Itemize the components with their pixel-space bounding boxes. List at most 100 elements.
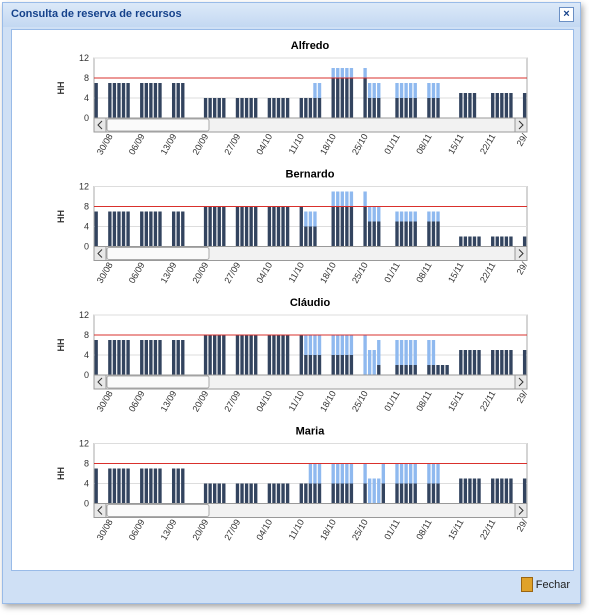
bar-segment	[149, 83, 153, 118]
bar-segment	[153, 340, 158, 375]
bar-segment	[336, 191, 340, 207]
bar-segment	[472, 350, 477, 375]
scroll-right	[514, 503, 528, 518]
close-dialog-button[interactable]: Fechar	[520, 577, 570, 592]
bar-segment	[459, 350, 463, 375]
x-tick-label: 29/	[515, 389, 530, 405]
bar-segment	[477, 236, 481, 247]
bar-segment	[495, 236, 499, 247]
bar-segment	[126, 340, 130, 375]
bar-segment	[181, 468, 185, 504]
bar-segment	[377, 221, 381, 247]
bar-segment	[459, 93, 463, 118]
bar-segment	[522, 478, 527, 504]
bar-segment	[272, 98, 276, 118]
bar-segment	[436, 483, 440, 504]
y-tick-label: 0	[84, 499, 89, 509]
scroll-thumb	[106, 375, 210, 389]
bar-segment	[345, 463, 349, 484]
bar-segment	[336, 68, 340, 78]
bar-segment	[208, 335, 212, 375]
bar-segment	[304, 98, 308, 118]
bar-segment	[304, 226, 308, 247]
bar-segment	[468, 478, 472, 504]
x-tick-label: 15/11	[446, 132, 466, 156]
bar-segment	[509, 350, 513, 375]
bar-segment	[522, 350, 527, 375]
bar-segment	[276, 206, 281, 247]
bar-segment	[121, 83, 126, 118]
bar-segment	[171, 340, 176, 375]
bar-segment	[408, 483, 413, 504]
bar-segment	[267, 483, 272, 504]
bar-segment	[331, 355, 335, 375]
scroll-left-arrow	[97, 120, 103, 130]
bar-segment	[463, 478, 468, 504]
bar-segment	[176, 211, 180, 247]
bar-segment	[235, 483, 240, 504]
y-tick-label: 4	[84, 93, 89, 103]
bar-segment	[372, 478, 376, 504]
bar-segment	[408, 340, 413, 365]
bar-segment	[404, 211, 408, 222]
scroll-right-arrow	[518, 249, 524, 258]
bar-segment	[285, 483, 290, 504]
bar-segment	[158, 211, 162, 247]
bar-segment	[281, 335, 285, 375]
bar-segment	[436, 83, 440, 98]
y-axis-label: HH	[56, 82, 66, 95]
bar-segment	[203, 335, 208, 375]
x-tick-label: 11/10	[287, 518, 307, 542]
bar-segment	[176, 468, 180, 504]
scroll-thumb	[106, 504, 210, 517]
scroll-right	[514, 246, 528, 261]
bar-segment	[149, 340, 153, 375]
bar-segment	[340, 206, 344, 247]
bar-segment	[436, 463, 440, 484]
bar-segment	[149, 468, 153, 504]
y-axis-label: HH	[56, 210, 66, 223]
y-tick-label: 8	[84, 202, 89, 212]
title-bar: Consulta de reserva de recursos ×	[3, 3, 580, 27]
bar-segment	[317, 335, 322, 355]
bar-segment	[213, 98, 217, 118]
dialog-title: Consulta de reserva de recursos	[11, 8, 182, 20]
bar-segment	[217, 335, 221, 375]
scroll-left-arrow	[97, 506, 103, 515]
bar-segment	[431, 83, 436, 98]
bar-segment	[377, 98, 381, 118]
x-tick-label: 15/11	[446, 261, 466, 285]
bar-segment	[181, 340, 185, 375]
bar-segment	[463, 236, 468, 247]
bar-segment	[408, 365, 413, 375]
scroll-thumb	[106, 118, 210, 132]
bar-segment	[222, 206, 226, 247]
bar-segment	[158, 83, 162, 118]
x-tick-label: 20/09	[190, 518, 210, 543]
bar-segment	[436, 221, 440, 247]
x-tick-label: 01/11	[382, 389, 402, 413]
bar-segment	[504, 350, 509, 375]
bar-segment	[313, 355, 317, 375]
bar-segment	[340, 463, 344, 484]
bar-segment	[117, 211, 121, 247]
bar-segment	[244, 335, 249, 375]
bar-segment	[431, 98, 436, 118]
bar-segment	[495, 478, 499, 504]
bar-segment	[331, 191, 335, 207]
close-button[interactable]: ×	[559, 7, 574, 22]
bar-segment	[313, 335, 317, 355]
x-tick-label: 25/10	[350, 261, 370, 286]
bar-segment	[395, 221, 399, 247]
scroll-right-arrow	[518, 377, 524, 387]
bar-segment	[408, 221, 413, 247]
bar-segment	[336, 335, 340, 355]
bar-segment	[377, 365, 381, 375]
bar-segment	[404, 221, 408, 247]
bar-segment	[276, 335, 281, 375]
x-tick-label: 06/09	[127, 132, 147, 157]
bar-segment	[308, 226, 313, 247]
bar-segment	[140, 340, 144, 375]
scroll-left	[93, 374, 107, 390]
bar-segment	[399, 463, 404, 484]
